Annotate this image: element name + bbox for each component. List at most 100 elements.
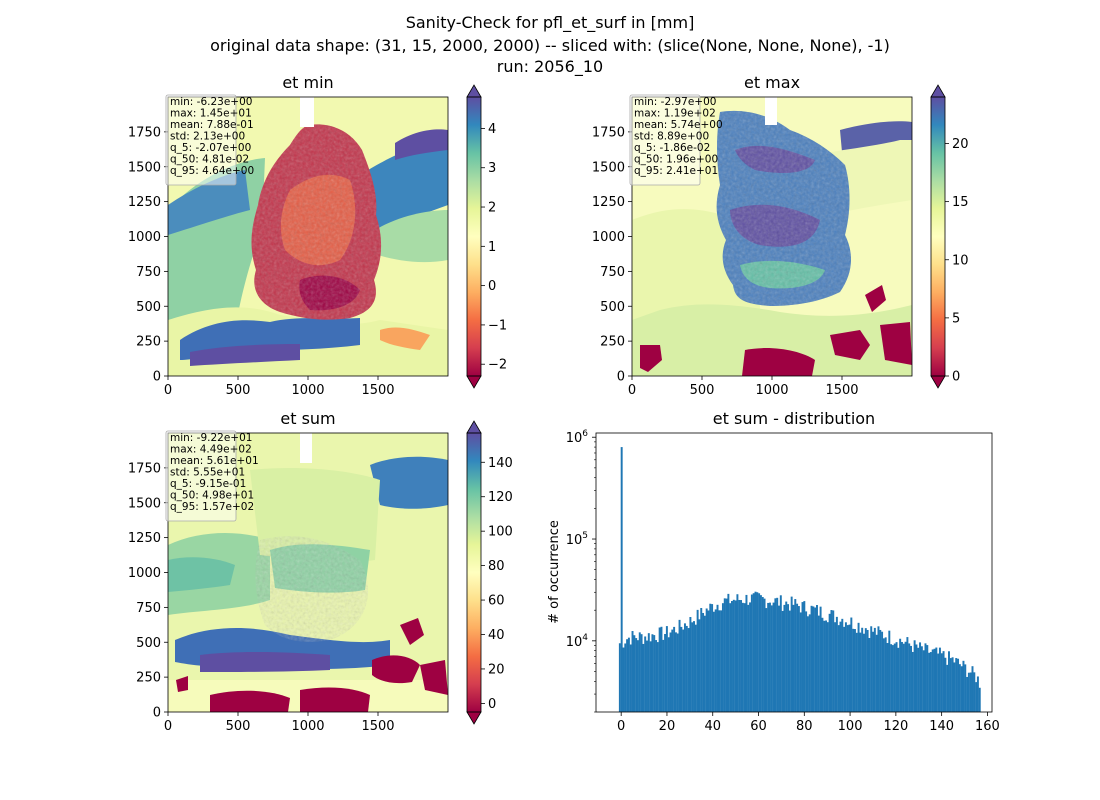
- y-tick-label: 1500: [128, 160, 161, 175]
- stats-line: q_5: -2.07e+00: [170, 142, 251, 154]
- histogram-bar: [711, 604, 714, 712]
- y-tick-label: 106: [566, 429, 589, 446]
- y-tick-label: 250: [600, 335, 625, 350]
- histogram-bar: [873, 627, 876, 712]
- x-tick-label: 500: [226, 719, 251, 734]
- histogram-bar: [750, 594, 753, 712]
- x-tick-label: 0: [164, 719, 172, 734]
- histogram-bar: [931, 649, 934, 712]
- panel-title-et-max: et max: [744, 73, 800, 92]
- y-tick-label: 0: [153, 370, 161, 385]
- colorbar-tick-label: 20: [952, 137, 969, 152]
- colorbar-gradient: [931, 97, 945, 376]
- histogram-bar: [792, 604, 795, 712]
- histogram-bar: [660, 626, 663, 712]
- histogram-bar: [942, 651, 945, 712]
- histogram-bar: [940, 653, 943, 712]
- histogram-bar: [922, 650, 925, 712]
- histogram-bar: [653, 635, 656, 712]
- y-tick-label: 750: [136, 601, 161, 616]
- colorbar-tick-label: 5: [952, 311, 960, 326]
- stats-line: min: -6.23e+00: [170, 96, 252, 108]
- histogram-bar: [685, 625, 688, 712]
- histogram-bar: [673, 626, 676, 712]
- stats-line: q_50: 4.81e-02: [170, 154, 249, 166]
- x-tick-label: 500: [690, 383, 715, 398]
- histogram-bar: [897, 647, 900, 712]
- y-tick-label: 250: [136, 335, 161, 350]
- colorbar-gradient: [467, 97, 481, 376]
- histogram-bar: [886, 643, 889, 712]
- histogram-bar: [919, 642, 922, 712]
- stats-box-background: [165, 430, 237, 522]
- histogram-bar: [937, 653, 940, 712]
- histogram-bar: [884, 637, 887, 712]
- stats-line: std: 2.13e+00: [170, 131, 245, 143]
- histogram-bar: [830, 610, 833, 712]
- histogram-bar: [761, 597, 764, 712]
- y-axis-et-sum: 0 250 500 750 1000 1250 1500 1750: [128, 461, 168, 721]
- histogram-bar: [627, 637, 630, 712]
- x-tick-label: 1000: [291, 383, 324, 398]
- histogram-bar: [906, 637, 909, 712]
- stats-line: max: 4.49e+02: [170, 444, 252, 456]
- histogram-bar: [839, 621, 842, 712]
- histogram-bar: [732, 599, 735, 712]
- histogram-bar: [689, 616, 692, 712]
- histogram-bar: [754, 591, 757, 712]
- histogram-bar: [846, 625, 849, 712]
- histogram-bar: [834, 622, 837, 712]
- histogram-bar: [814, 607, 817, 712]
- histogram-bar: [928, 652, 931, 712]
- histogram-bar: [946, 664, 949, 712]
- histogram-bar: [953, 662, 956, 712]
- y-tick-label: 750: [136, 265, 161, 280]
- panel-title-et-min: et min: [282, 73, 333, 92]
- x-tick-label: 140: [929, 719, 954, 734]
- histogram-bar: [955, 658, 958, 712]
- colorbar-tick-label: 60: [488, 594, 505, 609]
- x-tick-label: 40: [704, 719, 721, 734]
- x-tick-label: 80: [796, 719, 813, 734]
- x-tick-label: 1500: [361, 383, 394, 398]
- histogram-bar: [647, 633, 650, 712]
- histogram-bar: [859, 632, 862, 712]
- stats-line: std: 5.55e+01: [170, 467, 245, 479]
- histogram-bar: [624, 643, 627, 712]
- y-tick-label: 250: [136, 671, 161, 686]
- histogram-bar: [843, 626, 846, 712]
- colorbar-tick-label: 20: [488, 662, 505, 677]
- histogram-bar: [651, 634, 654, 712]
- colorbar-frame: [466, 432, 482, 713]
- y-tick-label: 104: [566, 633, 589, 650]
- histogram-bar: [958, 664, 961, 712]
- histogram-bar: [635, 638, 638, 712]
- histogram-bar: [967, 672, 970, 712]
- x-axis-et-max: 0 500 1000 1500: [628, 376, 859, 398]
- x-tick-label: 120: [883, 719, 908, 734]
- histogram-bar: [712, 611, 715, 712]
- histogram-bar: [911, 651, 914, 712]
- histogram-bar: [691, 622, 694, 712]
- histogram-bar: [736, 594, 739, 712]
- histogram-bar: [882, 638, 885, 712]
- histogram-bar: [745, 594, 748, 712]
- histogram-bar: [743, 603, 746, 712]
- histogram-bar: [870, 626, 873, 712]
- panel-title-histogram: et sum - distribution: [713, 409, 875, 428]
- y-tick-label: 500: [600, 300, 625, 315]
- histogram-bar: [741, 602, 744, 712]
- histogram-bar: [960, 666, 963, 712]
- heatmap-et-sum: [168, 433, 448, 712]
- histogram-bar: [749, 602, 752, 712]
- histogram-bar: [872, 631, 875, 712]
- histogram-bar: [971, 666, 974, 712]
- colorbar-tick-label: 140: [488, 456, 513, 471]
- colorbar-extend-max: [466, 84, 482, 98]
- histogram-bar: [924, 643, 927, 712]
- y-tick-label: 1500: [128, 496, 161, 511]
- histogram-bar: [718, 610, 721, 712]
- histogram-bar: [949, 658, 952, 712]
- histogram-bar: [747, 604, 750, 712]
- histogram-bar: [888, 630, 891, 712]
